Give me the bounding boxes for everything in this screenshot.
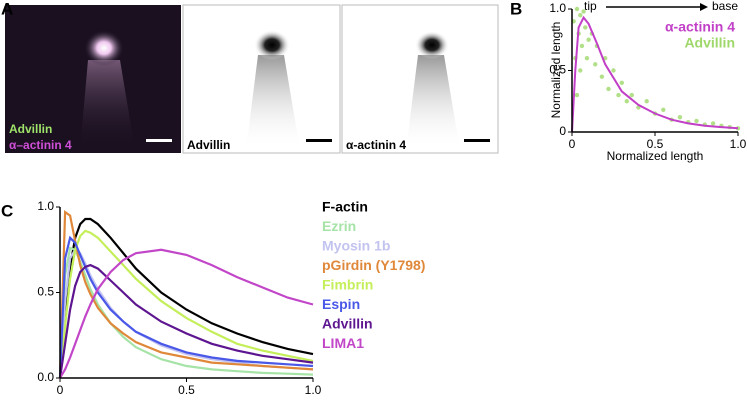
legend-entry: LIMA1 xyxy=(322,335,364,351)
x-tick-label: 1.0 xyxy=(305,383,322,397)
legend-entry: pGirdin (Y1798) xyxy=(322,257,425,273)
line xyxy=(58,210,314,379)
scatter-point xyxy=(661,107,666,113)
legend-entry: Fimbrin xyxy=(322,277,373,293)
scale-bar xyxy=(464,139,490,142)
image-tip xyxy=(415,31,449,59)
arrow-head xyxy=(700,3,708,11)
legend-entry: Advillin xyxy=(684,35,735,51)
scatter-point xyxy=(619,80,624,86)
legend-entry: Myosin 1b xyxy=(322,238,390,254)
scatter-point xyxy=(574,6,580,12)
annotation: base xyxy=(712,0,738,13)
legend-entry: Advillin xyxy=(322,316,373,332)
line xyxy=(58,235,314,379)
image-label: Advillin xyxy=(9,122,52,136)
image-shaft xyxy=(246,55,300,150)
scatter-point xyxy=(616,92,621,98)
x-tick-label: 1.0 xyxy=(730,137,747,151)
legend-entry: Espin xyxy=(322,296,360,312)
image-shaft xyxy=(406,55,460,150)
panel-label: A xyxy=(1,0,13,18)
scatter-point xyxy=(694,118,699,124)
scatter-point xyxy=(593,62,598,67)
image-tip xyxy=(84,30,124,66)
y-tick-label: 0.0 xyxy=(37,370,54,384)
scale-bar xyxy=(146,139,172,142)
image-label: α–actinin 4 xyxy=(9,138,72,152)
line xyxy=(571,15,739,133)
panel-label: B xyxy=(510,0,522,18)
scatter-point xyxy=(579,43,585,49)
line xyxy=(58,229,314,379)
scatter-point xyxy=(583,25,588,30)
scatter-point xyxy=(629,92,634,98)
image-label: α-actinin 4 xyxy=(346,138,406,152)
scatter-point xyxy=(599,74,605,79)
scatter-point xyxy=(584,56,590,61)
y-tick-label: 0 xyxy=(559,124,566,138)
x-tick-label: 0 xyxy=(57,383,64,397)
image-tip xyxy=(254,30,290,60)
y-tick-label: 1.0 xyxy=(549,1,566,15)
line xyxy=(59,248,314,379)
scatter-point xyxy=(735,126,741,131)
scatter-point xyxy=(624,99,629,104)
scatter-point xyxy=(578,68,583,73)
y-tick-label: 1.0 xyxy=(37,199,54,213)
scatter-point xyxy=(606,86,611,92)
x-tick-label: 0.5 xyxy=(178,383,195,397)
image-label: Advillin xyxy=(187,138,230,152)
scatter-point xyxy=(611,68,616,73)
scale-bar xyxy=(306,139,332,142)
scatter-point xyxy=(581,9,586,14)
scatter-point xyxy=(586,37,591,42)
legend-entry: F-actin xyxy=(322,199,368,215)
scatter-point xyxy=(574,92,580,98)
scatter-point xyxy=(644,99,649,104)
image-panels: Advillin α–actinin 4 Advillin α-actinin … xyxy=(5,4,499,154)
legend-entry: α-actinin 4 xyxy=(665,19,735,35)
image-shaft xyxy=(80,60,135,150)
scatter-point xyxy=(710,121,716,126)
y-axis-title: Normalized length xyxy=(549,22,563,119)
x-tick-label: 0.5 xyxy=(647,137,664,151)
line xyxy=(58,263,314,379)
panel-label: C xyxy=(1,201,13,220)
legend-entry: Ezrin xyxy=(322,218,356,234)
y-tick-label: 0.5 xyxy=(37,285,54,299)
x-tick-label: 0 xyxy=(569,137,576,151)
annotation: tip xyxy=(584,0,597,13)
y-tick-label: 0.5 xyxy=(549,63,566,77)
x-axis-title: Normalized length xyxy=(607,149,704,163)
scatter-point xyxy=(578,12,583,18)
scatter-point xyxy=(677,115,683,120)
